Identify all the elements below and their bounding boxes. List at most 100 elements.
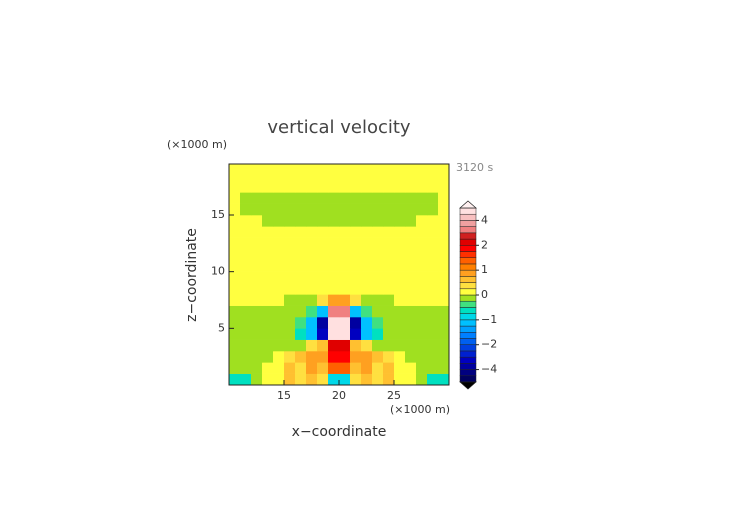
contour-cell [262, 317, 274, 329]
contour-cell [416, 164, 428, 170]
contour-cell [262, 192, 274, 204]
contour-cell [405, 351, 417, 363]
contour-cell [306, 362, 318, 374]
contour-cell [251, 215, 263, 227]
contour-cell [284, 294, 296, 306]
contour-cell [240, 328, 252, 340]
contour-cell [229, 215, 241, 227]
contour-cell [339, 317, 351, 329]
contour-cell [295, 339, 307, 352]
contour-cell [438, 362, 449, 374]
contour-cell [240, 294, 252, 306]
contour-cell [251, 249, 263, 261]
contour-cell [284, 305, 296, 318]
contour-cell [317, 373, 329, 385]
contour-cell [306, 351, 318, 363]
colorbar-box [459, 307, 477, 314]
contour-cell [372, 260, 384, 272]
colorbar-box [459, 282, 477, 290]
contour-cell [306, 226, 318, 238]
contour-cell [339, 249, 351, 261]
contour-cell [339, 181, 351, 193]
contour-cell [438, 317, 449, 329]
contour-cell [273, 164, 285, 170]
contour-cell [295, 351, 307, 363]
contour-cell [306, 294, 318, 306]
contour-cell [361, 294, 373, 306]
contour-cell [273, 192, 285, 204]
contour-cell [328, 192, 340, 204]
contour-cell [240, 283, 252, 295]
contour-cell [262, 203, 274, 216]
contour-cell [383, 249, 395, 261]
contour-cell [383, 328, 395, 340]
contour-cell [405, 237, 417, 250]
contour-cell [240, 362, 252, 374]
contour-cell [240, 305, 252, 318]
contour-cell [251, 317, 263, 329]
contour-cell [262, 215, 274, 227]
contour-cell [262, 305, 274, 318]
contour-cell [416, 181, 428, 193]
contour-cell [405, 169, 417, 182]
contour-cell [339, 192, 351, 204]
contour-cell [427, 294, 439, 306]
contour-cell [438, 164, 449, 170]
colorbar-box [459, 213, 477, 221]
contour-cell [262, 226, 274, 238]
contour-cell [350, 169, 362, 182]
contour-cell [317, 294, 329, 306]
contour-cell [273, 283, 285, 295]
contour-cell [350, 317, 362, 329]
contour-cell [306, 305, 318, 318]
colorbar-tick-label: −1 [481, 313, 497, 326]
contour-cell [284, 203, 296, 216]
contour-cell [229, 317, 241, 329]
contour-cell [306, 192, 318, 204]
colorbar-box [459, 238, 477, 246]
y-tick-label: 10 [211, 265, 225, 278]
contour-cell [372, 181, 384, 193]
contour-cell [361, 373, 373, 385]
contour-cell [394, 317, 406, 329]
contour-cell [416, 260, 428, 272]
contour-cell [295, 249, 307, 261]
contour-cell [372, 203, 384, 216]
contour-cell [427, 192, 439, 204]
colorbar-box [459, 226, 477, 234]
contour-cell [229, 203, 241, 216]
colorbar-box [459, 325, 477, 333]
contour-cell [372, 317, 384, 329]
contour-cell [394, 362, 406, 374]
contour-cell [317, 215, 329, 227]
contour-cell [361, 249, 373, 261]
y-tick-label: 15 [211, 208, 225, 221]
contour-cell [317, 203, 329, 216]
contour-cell [273, 215, 285, 227]
x-tick-label: 25 [387, 389, 401, 402]
contour-cell [438, 260, 449, 272]
contour-cell [405, 305, 417, 318]
contour-cell [372, 192, 384, 204]
colorbar-box [459, 294, 477, 302]
colorbar-over [459, 200, 477, 209]
contour-cell [405, 339, 417, 352]
contour-cell [405, 192, 417, 204]
contour-cell [350, 237, 362, 250]
contour-cell [383, 181, 395, 193]
x-axis-label: x−coordinate [292, 424, 387, 440]
contour-cell [284, 192, 296, 204]
contour-cell [339, 328, 351, 340]
contour-cell [251, 226, 263, 238]
contour-cell [251, 362, 263, 374]
contour-cell [361, 192, 373, 204]
contour-cell [394, 203, 406, 216]
contour-cell [229, 351, 241, 363]
contour-cell [328, 181, 340, 193]
contour-cell [251, 260, 263, 272]
contour-cell [240, 203, 252, 216]
colorbar-tick-label: 1 [481, 263, 488, 276]
contour-cell [328, 328, 340, 340]
contour-cell [306, 260, 318, 272]
